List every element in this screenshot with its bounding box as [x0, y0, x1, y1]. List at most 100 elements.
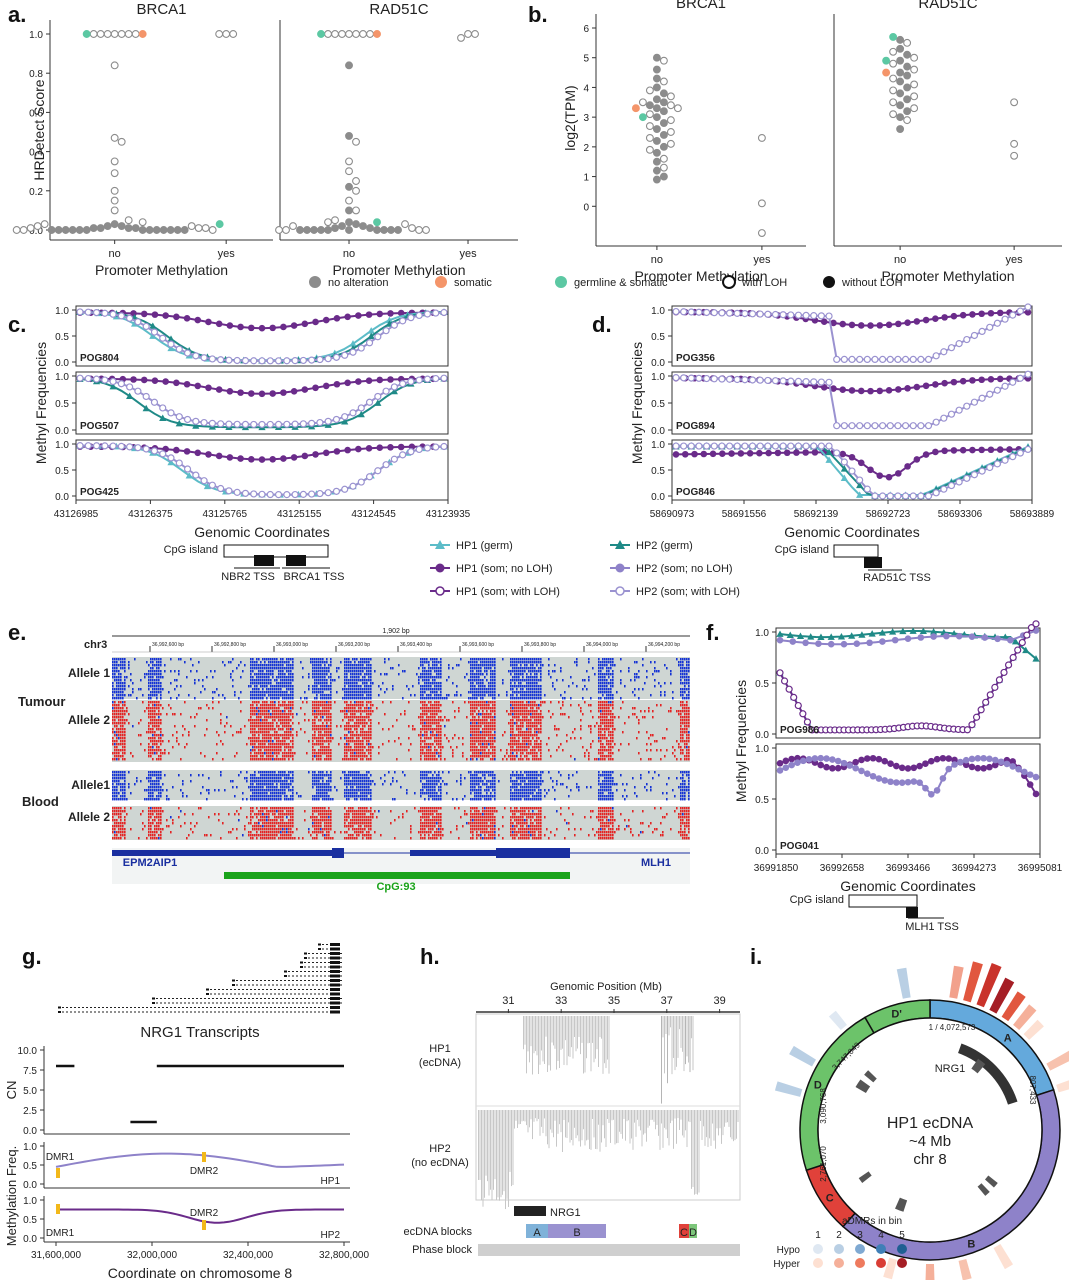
data-point: [652, 136, 661, 145]
methyl-call: [216, 731, 218, 734]
data-point: [703, 308, 711, 317]
data-point: [830, 385, 837, 392]
methyl-call: [428, 701, 430, 704]
methyl-call: [382, 728, 384, 731]
methyl-call: [490, 710, 492, 713]
data-point: [322, 382, 330, 390]
methyl-call: [476, 719, 478, 722]
data-point: [878, 629, 886, 636]
methyl-call: [432, 719, 434, 722]
methyl-call: [420, 661, 422, 664]
methyl-call: [262, 722, 264, 725]
methyl-call: [356, 728, 358, 731]
methyl-call: [438, 719, 440, 722]
x-tick-label: 43124545: [351, 509, 396, 520]
methyl-call: [164, 664, 166, 667]
methyl-call: [354, 697, 356, 700]
methyl-call: [560, 694, 562, 697]
methyl-call: [420, 713, 422, 716]
methyl-call: [112, 661, 114, 664]
methyl-call: [482, 664, 484, 667]
methyl-call: [490, 752, 492, 755]
data-point: [718, 375, 726, 383]
methyl-call: [278, 725, 280, 728]
methyl-call: [608, 719, 610, 722]
methyl-call: [412, 685, 414, 688]
data-point: [345, 226, 353, 234]
methyl-call: [284, 734, 286, 737]
methyl-call: [250, 682, 252, 685]
data-point: [290, 387, 298, 395]
data-point: [904, 319, 911, 327]
methyl-call: [470, 743, 472, 746]
data-point: [1016, 449, 1024, 457]
methyl-call: [470, 719, 472, 722]
data-point: [110, 206, 119, 215]
methyl-call: [530, 719, 532, 722]
methyl-call: [268, 725, 270, 728]
methyl-call: [344, 676, 346, 679]
methyl-call: [280, 676, 282, 679]
methyl-call: [322, 697, 324, 700]
data-point: [950, 312, 958, 320]
methyl-call: [194, 682, 196, 685]
methyl-call: [604, 704, 606, 707]
methyl-call: [508, 743, 510, 746]
methyl-call: [520, 661, 522, 664]
read-track: [112, 700, 690, 762]
methyl-call: [362, 679, 364, 682]
methyl-call: [532, 664, 534, 667]
methyl-call: [476, 755, 478, 758]
methyl-call: [492, 752, 494, 755]
methyl-call: [262, 676, 264, 679]
methyl-call: [112, 710, 114, 713]
methyl-call: [468, 697, 470, 700]
methyl-call: [284, 740, 286, 743]
methyl-call: [482, 658, 484, 661]
data-point: [995, 676, 1004, 684]
x-axis-label: Promoter Methylation: [881, 268, 1014, 284]
methyl-call: [346, 704, 348, 707]
methyl-call: [466, 716, 468, 719]
methyl-call: [474, 673, 476, 676]
methyl-call: [360, 694, 362, 697]
methyl-call: [432, 728, 434, 731]
methyl-call: [158, 701, 160, 704]
data-point: [367, 327, 375, 334]
methyl-call: [324, 676, 326, 679]
methyl-call: [370, 737, 372, 740]
methyl-call: [524, 710, 526, 713]
methyl-call: [280, 719, 282, 722]
methyl-call: [524, 670, 526, 673]
methyl-call: [340, 710, 342, 713]
methyl-call: [326, 746, 328, 749]
methyl-call: [350, 685, 352, 688]
methyl-call: [348, 691, 350, 694]
methyl-call: [314, 673, 316, 676]
data-point: [380, 226, 388, 234]
methyl-call: [436, 752, 438, 755]
data-point: [680, 442, 688, 450]
methyl-call: [430, 722, 432, 725]
methyl-call: [274, 691, 276, 694]
methyl-call: [682, 661, 684, 664]
methyl-call: [156, 676, 158, 679]
methyl-call: [344, 688, 346, 691]
methyl-call: [472, 707, 474, 710]
data-point: [904, 765, 912, 772]
methyl-call: [470, 722, 472, 725]
methyl-call: [536, 725, 538, 728]
methyl-call: [258, 716, 260, 719]
methyl-call: [602, 749, 604, 752]
methyl-call: [604, 673, 606, 676]
methyl-call: [116, 749, 118, 752]
methyl-call: [198, 679, 200, 682]
data-point: [149, 322, 157, 329]
methyl-call: [278, 704, 280, 707]
methyl-call: [360, 710, 362, 713]
methyl-call: [520, 746, 522, 749]
methyl-call: [268, 722, 270, 725]
methyl-call: [682, 694, 684, 697]
methyl-call: [120, 713, 122, 716]
methyl-call: [600, 734, 602, 737]
